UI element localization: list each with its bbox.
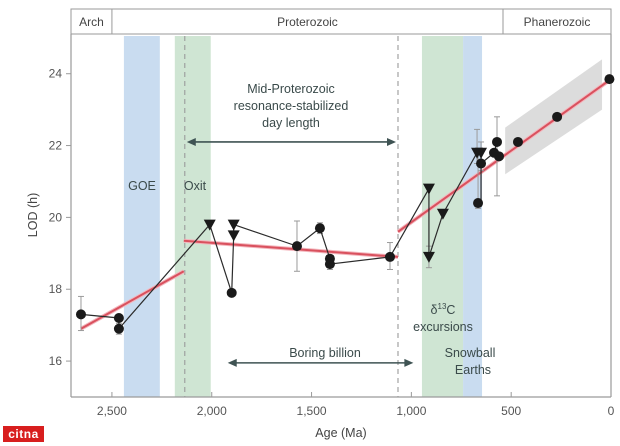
x-tick-label: 1,000	[396, 404, 426, 418]
era-label-phanerozoic: Phanerozoic	[524, 15, 591, 29]
data-point-circle	[75, 309, 86, 320]
data-point-circle	[494, 151, 505, 162]
x-ticks: 2,500 2,000 1,500 1,000 500 0	[97, 392, 615, 418]
band-goe	[123, 36, 160, 397]
data-point-triangle	[436, 208, 449, 220]
band-snowball-earths	[463, 36, 483, 397]
data-point-circle	[113, 323, 124, 334]
excursions-label: excursions	[413, 320, 473, 334]
y-tick-label: 20	[49, 210, 63, 224]
citna-logo: citna	[3, 426, 44, 442]
era-header: Arch Proterozoic Phanerozoic	[70, 8, 612, 35]
delta-symbol: δ	[431, 303, 438, 317]
trend-line	[183, 239, 399, 258]
x-tick-label: 2,500	[97, 404, 127, 418]
y-ticks: 16 18 20 22 24	[49, 67, 71, 368]
superscript-13: 13	[438, 302, 447, 311]
snowball-label-line2: Earths	[455, 363, 491, 377]
era-label-arch: Arch	[79, 15, 104, 29]
y-tick-label: 16	[49, 354, 63, 368]
data-point-circle	[476, 158, 487, 169]
axes	[70, 34, 612, 398]
data-connector-line	[80, 141, 498, 331]
oxit-label: Oxit	[184, 179, 207, 193]
data-point-circle	[492, 136, 503, 147]
data-point-triangle	[227, 219, 240, 231]
x-tick-label: 500	[501, 404, 521, 418]
y-tick-label: 18	[49, 282, 63, 296]
snowball-label-line1: Snowball	[445, 346, 496, 360]
data-point-triangle	[227, 230, 240, 242]
bands-layer	[123, 36, 483, 397]
data-point-circle	[552, 111, 563, 122]
era-header-box	[70, 8, 612, 35]
d13c-label: δ13C	[431, 302, 456, 317]
data-point-circle	[473, 198, 484, 209]
mid-proterozoic-arrowhead-left	[186, 137, 196, 146]
boring-billion-label: Boring billion	[289, 346, 361, 360]
boring-billion-arrowhead-left	[227, 358, 237, 367]
dashed-lines-layer	[184, 36, 399, 397]
annotations: GOE Oxit Mid-Proterozoic resonance-stabi…	[128, 82, 495, 377]
data-point-triangle	[203, 219, 216, 231]
mid-proterozoic-label-line3: day length	[262, 116, 320, 130]
data-point-circle	[604, 74, 615, 85]
data-point-circle	[113, 312, 124, 323]
mid-proterozoic-label-line2: resonance-stabilized	[234, 99, 349, 113]
y-axis-title: LOD (h)	[26, 193, 40, 237]
x-tick-label: 2,000	[197, 404, 227, 418]
data-point-circle	[291, 241, 302, 252]
mid-proterozoic-label-line1: Mid-Proterozoic	[247, 82, 335, 96]
trend-line	[80, 270, 185, 330]
data-point-triangle	[475, 147, 488, 159]
data-point-circle	[512, 136, 523, 147]
band-oxit	[174, 36, 211, 397]
data-point-circle	[324, 259, 335, 270]
era-label-proterozoic: Proterozoic	[277, 15, 338, 29]
x-tick-label: 0	[608, 404, 615, 418]
data-point-circle	[385, 251, 396, 262]
data-point-circle	[226, 287, 237, 298]
mid-proterozoic-arrowhead-right	[386, 137, 396, 146]
markers-layer	[75, 74, 615, 334]
trend-line	[397, 78, 612, 233]
arrows-layer	[186, 137, 414, 367]
data-point-circle	[314, 223, 325, 234]
goe-label: GOE	[128, 179, 156, 193]
carbon-symbol: C	[446, 303, 455, 317]
y-tick-label: 24	[49, 67, 63, 81]
data-point-triangle	[422, 251, 435, 263]
boring-billion-arrowhead-right	[404, 358, 414, 367]
x-axis-title: Age (Ma)	[315, 426, 366, 440]
x-tick-label: 1,500	[297, 404, 327, 418]
y-tick-label: 22	[49, 139, 63, 153]
trend-lines-layer	[80, 77, 613, 331]
data-point-triangle	[422, 183, 435, 195]
